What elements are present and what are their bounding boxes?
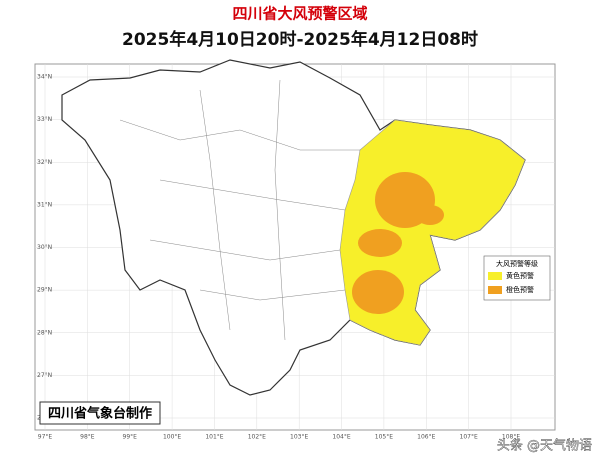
lon-label: 98°E <box>80 434 95 441</box>
legend-swatch <box>488 286 502 294</box>
orange-warning-area <box>352 172 444 314</box>
lon-label: 107°E <box>460 434 478 441</box>
lat-label: 33°N <box>37 116 52 123</box>
lat-label: 32°N <box>37 159 52 166</box>
lon-label: 101°E <box>205 434 223 441</box>
lon-label: 108°E <box>502 434 520 441</box>
legend-title: 大风预警等级 <box>496 259 538 268</box>
legend-label: 橙色预警 <box>506 285 534 294</box>
lon-label: 106°E <box>417 434 435 441</box>
lat-label: 29°N <box>37 287 52 294</box>
lon-label: 97°E <box>38 434 53 441</box>
footer-credit: 四川省气象台制作 <box>48 406 152 422</box>
lon-label: 100°E <box>163 434 181 441</box>
lat-label: 31°N <box>37 201 52 208</box>
footer-box <box>39 401 161 425</box>
county-borders <box>119 79 360 341</box>
watermark: 头条 @天气物语 <box>497 438 592 454</box>
lat-label: 27°N <box>37 372 52 379</box>
map-title: 四川省大风预警区域 <box>232 5 367 23</box>
map-subtitle: 2025年4月10日20时-2025年4月12日08时 <box>122 29 478 50</box>
lon-label: 103°E <box>290 434 308 441</box>
legend-label: 黄色预警 <box>506 271 534 280</box>
lon-label: 105°E <box>375 434 393 441</box>
lat-label: 28°N <box>37 329 52 336</box>
legend-swatch <box>488 272 502 280</box>
lat-label: 34°N <box>37 74 52 81</box>
lat-label: 30°N <box>37 244 52 251</box>
lon-label: 104°E <box>332 434 350 441</box>
lon-label: 102°E <box>248 434 266 441</box>
lon-label: 99°E <box>123 434 138 441</box>
